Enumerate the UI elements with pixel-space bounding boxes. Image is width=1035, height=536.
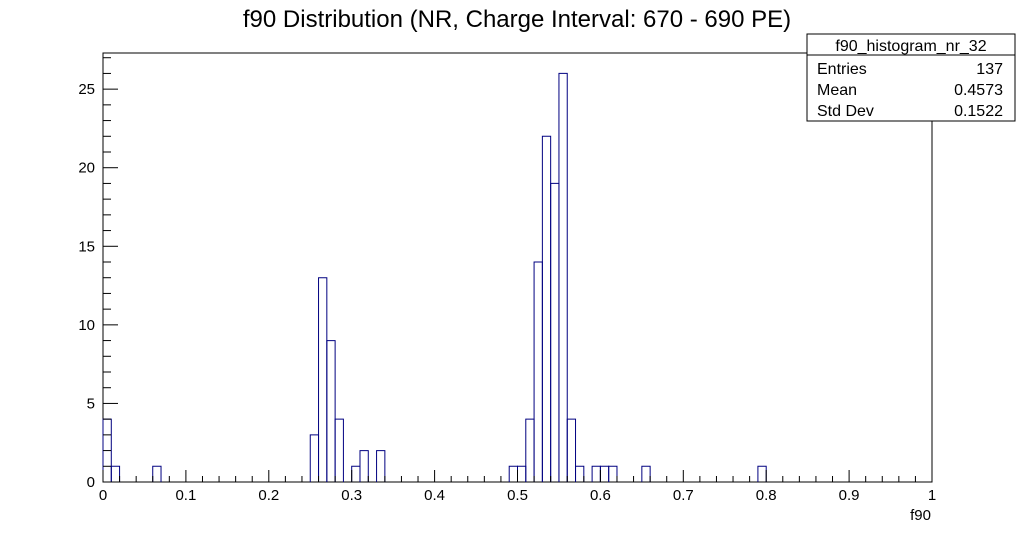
histogram-bin bbox=[326, 340, 336, 482]
y-tick-label: 10 bbox=[78, 317, 95, 334]
x-tick-label: 0.5 bbox=[507, 487, 528, 504]
stats-stddev-label: Std Dev bbox=[817, 103, 874, 120]
x-tick-label: 1 bbox=[928, 487, 936, 504]
x-tick-label: 0.6 bbox=[590, 487, 611, 504]
histogram-bin bbox=[591, 465, 601, 482]
stats-box: f90_histogram_nr_32 Entries 137 Mean 0.4… bbox=[806, 33, 1016, 122]
histogram-bin bbox=[641, 465, 651, 482]
histogram-bin bbox=[318, 277, 328, 482]
stats-mean-label: Mean bbox=[817, 82, 857, 99]
histogram-bin bbox=[376, 450, 386, 482]
histogram-bin bbox=[517, 465, 527, 482]
stats-title: f90_histogram_nr_32 bbox=[835, 38, 986, 55]
y-tick-label: 25 bbox=[78, 81, 95, 98]
histogram-bin bbox=[110, 465, 121, 482]
x-tick-label: 0.3 bbox=[341, 487, 362, 504]
histogram-bin bbox=[599, 465, 610, 482]
x-tick-label: 0 bbox=[99, 487, 107, 504]
histogram-bin bbox=[550, 182, 560, 482]
y-tick-label: 20 bbox=[78, 160, 95, 177]
y-tick-label: 5 bbox=[87, 395, 95, 412]
histogram-bin bbox=[757, 465, 767, 482]
x-tick-label: 0.2 bbox=[258, 487, 279, 504]
histogram-bin bbox=[558, 72, 568, 482]
y-tick-label: 15 bbox=[78, 238, 95, 255]
histogram-bin bbox=[508, 465, 518, 482]
histogram-bin bbox=[351, 465, 361, 482]
histogram-bin bbox=[541, 135, 552, 482]
x-tick-label: 0.8 bbox=[756, 487, 777, 504]
histogram-bin bbox=[152, 465, 162, 482]
histogram-bin bbox=[533, 261, 543, 482]
y-axis: 0 5 10 15 20 25 bbox=[78, 57, 118, 491]
y-tick-label: 0 bbox=[87, 474, 95, 491]
histogram-bin bbox=[608, 465, 618, 482]
chart-title: f90 Distribution (NR, Charge Interval: 6… bbox=[243, 6, 791, 33]
histogram-bin bbox=[334, 418, 344, 482]
histogram-bins bbox=[102, 72, 767, 482]
histogram-bin bbox=[309, 434, 320, 482]
x-tick-label: 0.7 bbox=[673, 487, 694, 504]
x-axis-title: f90 bbox=[910, 507, 931, 524]
stats-mean-value: 0.4573 bbox=[954, 82, 1003, 99]
stats-entries-value: 137 bbox=[976, 61, 1003, 78]
histogram-bin bbox=[359, 450, 369, 482]
x-tick-label: 0.9 bbox=[839, 487, 860, 504]
x-tick-label: 0.1 bbox=[175, 487, 196, 504]
stats-entries-label: Entries bbox=[817, 61, 867, 78]
histogram-bin bbox=[525, 418, 535, 482]
histogram-bin bbox=[575, 465, 585, 482]
x-axis: 0 0.1 0.2 0.3 0.4 0.5 0.6 0.7 0.8 0.9 1 bbox=[99, 470, 936, 504]
histogram-bin bbox=[566, 418, 577, 482]
x-tick-label: 0.4 bbox=[424, 487, 445, 504]
stats-stddev-value: 0.1522 bbox=[954, 103, 1003, 120]
